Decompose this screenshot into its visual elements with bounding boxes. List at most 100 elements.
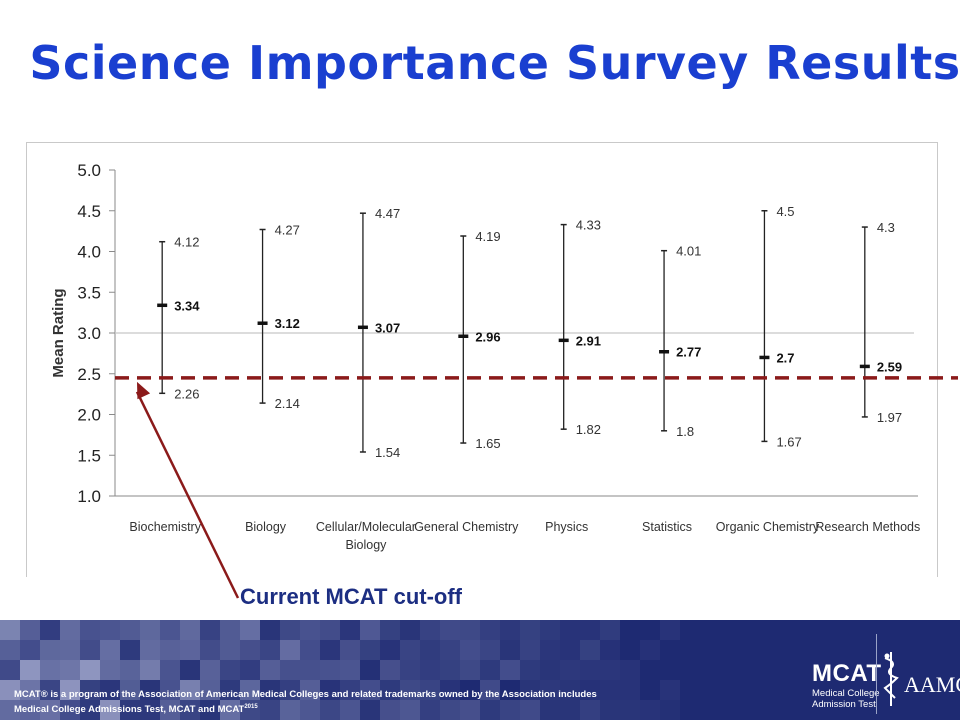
mosaic-tile	[360, 680, 380, 700]
mosaic-tile	[440, 620, 460, 640]
mosaic-tile	[660, 680, 680, 700]
mosaic-tile	[100, 680, 120, 700]
mosaic-tile	[540, 660, 560, 680]
mosaic-tile	[600, 620, 620, 640]
y-tick-label: 1.5	[77, 446, 101, 465]
mosaic-tile	[360, 620, 380, 640]
mosaic-tile	[580, 700, 600, 720]
y-tick-label: 2.0	[77, 406, 101, 425]
mosaic-tile	[420, 660, 440, 680]
mosaic-tile	[0, 620, 20, 640]
mosaic-tile	[600, 660, 620, 680]
mosaic-tile	[480, 640, 500, 660]
mosaic-tile	[560, 700, 580, 720]
mosaic-tile	[180, 640, 200, 660]
low-value-label: 1.65	[475, 436, 500, 451]
chart-frame	[26, 142, 938, 577]
mosaic-tile	[40, 620, 60, 640]
mosaic-tile	[600, 640, 620, 660]
mosaic-tile	[200, 640, 220, 660]
mosaic-tile	[100, 700, 120, 720]
x-category-label: Biology	[345, 538, 387, 552]
mosaic-tile	[460, 620, 480, 640]
mosaic-tile	[300, 660, 320, 680]
mosaic-tile	[560, 640, 580, 660]
mosaic-tile	[80, 640, 100, 660]
high-value-label: 4.12	[174, 235, 199, 250]
low-value-label: 1.97	[877, 410, 902, 425]
x-category-label: Organic Chemistry	[716, 520, 820, 534]
mosaic-tile	[280, 640, 300, 660]
mosaic-tile	[380, 680, 400, 700]
mosaic-tile	[400, 700, 420, 720]
y-tick-label: 1.0	[77, 487, 101, 506]
low-value-label: 1.54	[375, 445, 400, 460]
mosaic-tile	[460, 640, 480, 660]
mosaic-tile	[200, 660, 220, 680]
mcat-logo: MCAT	[812, 660, 882, 687]
high-value-label: 4.27	[275, 222, 300, 237]
mosaic-tile	[620, 700, 640, 720]
mosaic-tile	[340, 640, 360, 660]
mosaic-tile	[120, 680, 140, 700]
mosaic-tile	[180, 660, 200, 680]
mosaic-tile	[0, 700, 20, 720]
legal-text: MCAT® is a program of the Association of…	[14, 688, 714, 716]
mosaic-tile	[300, 620, 320, 640]
mean-value-label: 2.59	[877, 359, 902, 374]
mosaic-tile	[60, 640, 80, 660]
mosaic-tile	[540, 700, 560, 720]
high-value-label: 4.01	[676, 244, 701, 259]
legal-sup: 2015	[244, 704, 258, 710]
mosaic-tile	[160, 660, 180, 680]
low-value-label: 1.82	[576, 422, 601, 437]
low-value-label: 1.8	[676, 424, 694, 439]
mosaic-tile	[180, 680, 200, 700]
mosaic-tile	[140, 660, 160, 680]
mosaic-tile	[360, 700, 380, 720]
mosaic-tile	[260, 700, 280, 720]
mosaic-tile	[520, 700, 540, 720]
mosaic-tile	[440, 640, 460, 660]
mosaic-tile	[40, 700, 60, 720]
mosaic-tile	[100, 660, 120, 680]
mosaic-tile	[400, 620, 420, 640]
mosaic-tile	[140, 680, 160, 700]
mosaic-tile	[320, 640, 340, 660]
mosaic-tile	[560, 680, 580, 700]
mosaic-tile	[300, 680, 320, 700]
y-tick-label: 3.5	[77, 283, 101, 302]
mosaic-tile	[60, 680, 80, 700]
mean-value-label: 2.96	[475, 329, 500, 344]
mosaic-tile	[480, 620, 500, 640]
mosaic-tile	[380, 640, 400, 660]
mosaic-tile	[280, 660, 300, 680]
mosaic-tile	[100, 640, 120, 660]
mosaic-tile	[500, 700, 520, 720]
mosaic-tile	[260, 660, 280, 680]
mosaic-tile	[500, 660, 520, 680]
mosaic-tile	[20, 700, 40, 720]
mosaic-tile	[420, 620, 440, 640]
mosaic-tile	[240, 680, 260, 700]
mosaic-tile	[200, 700, 220, 720]
mosaic-tile	[160, 680, 180, 700]
mosaic-tile	[260, 620, 280, 640]
mosaic-tile	[280, 680, 300, 700]
mosaic-tile	[500, 640, 520, 660]
mosaic-tile	[320, 660, 340, 680]
y-tick-label: 4.5	[77, 202, 101, 221]
mosaic-tile	[240, 640, 260, 660]
mosaic-tile	[420, 680, 440, 700]
mosaic-tile	[20, 620, 40, 640]
mean-value-label: 3.07	[375, 320, 400, 335]
mosaic-tile	[620, 660, 640, 680]
mosaic-tile	[520, 660, 540, 680]
y-tick-label: 3.0	[77, 324, 101, 343]
mosaic-tile	[220, 640, 240, 660]
mosaic-pattern	[0, 620, 680, 720]
mosaic-tile	[40, 660, 60, 680]
mosaic-tile	[320, 700, 340, 720]
y-tick-label: 5.0	[77, 161, 101, 180]
mosaic-tile	[180, 620, 200, 640]
